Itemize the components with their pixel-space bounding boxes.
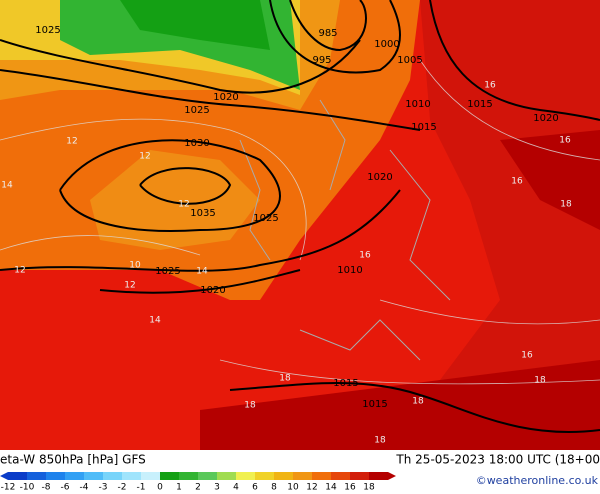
theta-label: 18 <box>244 401 256 411</box>
theta-label: 18 <box>279 374 291 384</box>
isobar-label: 1015 <box>411 122 436 133</box>
footer <box>0 450 600 490</box>
colorbar-label: -3 <box>99 483 108 491</box>
colorbar-label: -12 <box>1 483 16 491</box>
colorbar-swatch <box>122 472 141 480</box>
colorbar-swatch <box>198 472 217 480</box>
colorbar-label: -2 <box>118 483 127 491</box>
colorbar-label: 18 <box>363 483 375 491</box>
colorbar-swatch <box>179 472 198 480</box>
theta-contour <box>0 59 600 385</box>
isobar-label: 1025 <box>155 266 180 277</box>
colorbar-label: 10 <box>287 483 299 491</box>
colorbar-label: 8 <box>271 483 277 491</box>
colorbar: -12 -10 -8 -6 -4 -3 -2 -1 0 1 2 3 4 6 8 10 12 14 16 18 <box>0 472 396 493</box>
theta-label: 12 <box>66 137 77 147</box>
theta-label: 16 <box>521 351 533 361</box>
colorbar-swatch <box>236 472 255 480</box>
colorbar-swatch <box>84 472 103 480</box>
theta-label: 16 <box>559 136 571 146</box>
colorbar-label: -8 <box>42 483 51 491</box>
isobar-label: 1005 <box>397 55 422 66</box>
colorbar-swatch <box>274 472 293 480</box>
isobar-label: 1020 <box>533 113 558 124</box>
isobar-label: 1025 <box>35 25 60 36</box>
map <box>0 0 600 450</box>
colorbar-label: 1 <box>176 483 182 491</box>
colorbar-swatch <box>350 472 369 480</box>
theta-label: 16 <box>359 251 371 261</box>
colorbar-swatch <box>255 472 274 480</box>
colorbar-swatch <box>331 472 350 480</box>
colorbar-label: -6 <box>61 483 70 491</box>
theta-label: 14 <box>149 316 161 326</box>
hot-field <box>200 130 600 450</box>
theta-label: 18 <box>534 376 546 386</box>
isobar-label: 1015 <box>333 378 358 389</box>
colorbar-swatch <box>27 472 46 480</box>
colorbar-label: 14 <box>325 483 337 491</box>
isobar-label: 1010 <box>405 99 430 110</box>
colorbar-label: 6 <box>252 483 258 491</box>
colorbar-swatch <box>293 472 312 480</box>
map-title: eta-W 850hPa [hPa] GFS <box>0 453 146 467</box>
isobar-label: 1015 <box>362 399 387 410</box>
colorbar-label: 4 <box>233 483 239 491</box>
theta-label: 12 <box>14 266 25 276</box>
coastline <box>239 99 451 361</box>
colorbar-label: 3 <box>214 483 220 491</box>
colorbar-label: 0 <box>157 483 163 491</box>
theta-label: 16 <box>511 177 523 187</box>
isobar-label: 1030 <box>184 138 209 149</box>
colorbar-label: -10 <box>20 483 35 491</box>
isobar-label: 1000 <box>374 39 399 50</box>
theta-label: 18 <box>560 200 572 210</box>
isobar-label: 985 <box>318 28 337 39</box>
theta-label: 10 <box>129 261 141 271</box>
theta-label: 12 <box>178 200 189 210</box>
theta-label: 12 <box>124 281 135 291</box>
isobar-label: 1010 <box>337 265 362 276</box>
isobar-label: 1015 <box>467 99 492 110</box>
colorbar-label: 12 <box>306 483 317 491</box>
isobar-label: 1020 <box>200 285 225 296</box>
colorbar-swatch <box>160 472 179 480</box>
colorbar-label: 2 <box>195 483 201 491</box>
isobar-label: 1025 <box>184 105 209 116</box>
colorbar-swatch <box>103 472 122 480</box>
colorbar-label: 16 <box>344 483 356 491</box>
colorbar-label: -1 <box>137 483 146 491</box>
isobar-label: 1020 <box>213 92 238 103</box>
theta-label: 14 <box>1 181 13 191</box>
isobar-label: 1035 <box>190 208 215 219</box>
theta-label: 18 <box>374 436 386 446</box>
isobar <box>0 0 600 433</box>
isobar-label: 1025 <box>253 213 278 224</box>
colorbar-arrow <box>0 472 8 480</box>
colorbar-swatch <box>8 472 27 480</box>
theta-label: 14 <box>196 267 208 277</box>
isobar-label: 995 <box>312 55 331 66</box>
colorbar-swatch <box>46 472 65 480</box>
valid-time: Th 25-05-2023 18:00 UTC (18+00 <box>395 453 600 467</box>
isobar-label: 1020 <box>367 172 392 183</box>
colorbar-arrow <box>388 472 396 480</box>
coldest-field <box>120 0 270 50</box>
colorbar-label: -4 <box>80 483 89 491</box>
colorbar-swatch <box>217 472 236 480</box>
contour-labels: 1025 985 1000 1005 995 1020 1025 1010 1015 1030 10… <box>1 25 572 446</box>
colorbar-swatch <box>312 472 331 480</box>
colorbar-swatch <box>369 472 388 480</box>
theta-label: 16 <box>484 81 496 91</box>
theta-label: 18 <box>412 397 424 407</box>
colorbar-swatch <box>65 472 84 480</box>
credit: ©weatheronline.co.uk <box>476 474 599 487</box>
colorbar-swatch <box>141 472 160 480</box>
theta-label: 12 <box>139 152 150 162</box>
